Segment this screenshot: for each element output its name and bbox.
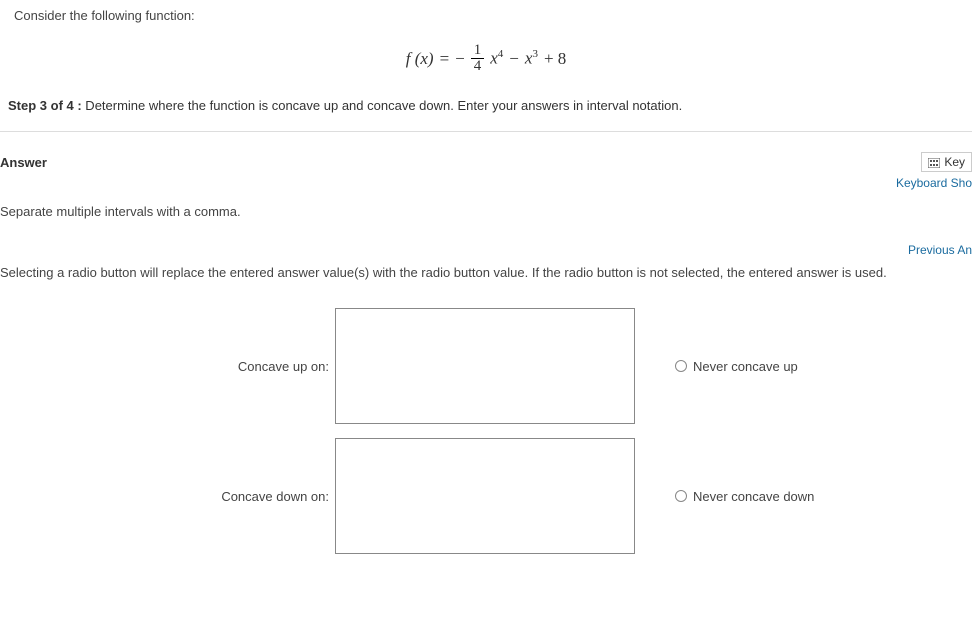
previous-answer-link[interactable]: Previous An <box>0 243 972 257</box>
step-label: Step 3 of 4 : <box>8 98 82 113</box>
intro-text: Consider the following function: <box>14 8 958 23</box>
answer-inputs: Concave up on: Never concave up Concave … <box>0 308 972 554</box>
never-concave-down-label: Never concave down <box>693 489 814 504</box>
step-text: Determine where the function is concave … <box>82 98 683 113</box>
formula-neg: − <box>455 49 465 69</box>
formula-container: f (x) = − 1 4 x4 − x3 + 8 <box>14 43 958 74</box>
never-concave-up-radio[interactable]: Never concave up <box>675 359 798 374</box>
concave-up-input[interactable] <box>335 308 635 424</box>
fraction-numerator: 1 <box>471 43 485 59</box>
step-instruction: Step 3 of 4 : Determine where the functi… <box>0 98 972 131</box>
formula-minus: − <box>509 49 519 69</box>
formula-x3: x3 <box>525 48 538 69</box>
keypad-label: Key <box>944 155 965 169</box>
concave-up-label: Concave up on: <box>0 359 335 374</box>
radio-icon <box>675 490 687 502</box>
concave-down-label: Concave down on: <box>0 489 335 504</box>
never-concave-down-radio[interactable]: Never concave down <box>675 489 814 504</box>
formula-fraction: 1 4 <box>471 43 485 74</box>
concave-down-row: Concave down on: Never concave down <box>0 438 972 554</box>
keypad-icon <box>928 157 940 167</box>
formula-x4: x4 <box>490 48 503 69</box>
answer-heading: Answer <box>0 155 47 170</box>
formula: f (x) = − 1 4 x4 − x3 + 8 <box>406 43 567 74</box>
formula-eq: = <box>440 49 450 69</box>
radio-icon <box>675 360 687 372</box>
concave-up-row: Concave up on: Never concave up <box>0 308 972 424</box>
keypad-button[interactable]: Key <box>921 152 972 172</box>
concave-down-input[interactable] <box>335 438 635 554</box>
separate-hint: Separate multiple intervals with a comma… <box>0 204 972 219</box>
never-concave-up-label: Never concave up <box>693 359 798 374</box>
keyboard-shortcut-link[interactable]: Keyboard Sho <box>0 176 972 190</box>
formula-plus8: + 8 <box>544 49 566 69</box>
formula-lhs: f (x) <box>406 49 434 69</box>
fraction-denominator: 4 <box>471 59 485 74</box>
radio-note: Selecting a radio button will replace th… <box>0 265 972 280</box>
